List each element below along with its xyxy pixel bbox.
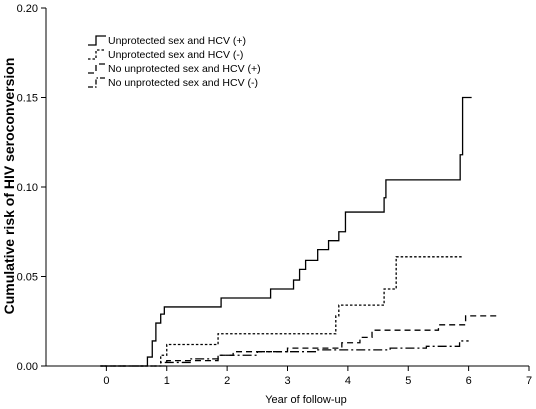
legend: Unprotected sex and HCV (+) Unprotected s… (88, 35, 261, 89)
x-tick-label: 6 (466, 375, 472, 387)
legend-swatch-1 (88, 35, 106, 46)
legend-swatch-4 (88, 77, 106, 88)
x-tick-label: 2 (224, 375, 230, 387)
legend-swatch-3 (88, 63, 106, 74)
x-tick-label: 5 (405, 375, 411, 387)
x-tick-label: 4 (345, 375, 351, 387)
chart-axes (45, 8, 529, 367)
x-tick-label: 3 (284, 375, 290, 387)
x-tick-label: 1 (164, 375, 170, 387)
x-axis-ticks: 0 1 2 3 4 5 6 7 (103, 366, 532, 387)
legend-label-3: No unprotected sex and HCV (+) (108, 63, 261, 75)
y-tick-label: 0.00 (17, 361, 38, 373)
legend-swatch-2 (88, 49, 106, 60)
series-line-2 (100, 256, 463, 367)
legend-label-1: Unprotected sex and HCV (+) (108, 35, 246, 47)
x-axis-title: Year of follow-up (265, 394, 347, 406)
y-tick-label: 0.05 (17, 272, 38, 284)
legend-label-2: Unprotected sex and HCV (-) (108, 49, 243, 61)
legend-label-4: No unprotected sex and HCV (-) (108, 77, 258, 89)
series-line-1 (100, 96, 472, 367)
x-tick-label: 0 (103, 375, 109, 387)
series-line-4 (100, 340, 469, 367)
x-tick-label: 7 (526, 375, 532, 387)
y-axis-title: Cumulative risk of HIV seroconversion (1, 58, 17, 315)
y-tick-label: 0.10 (17, 182, 38, 194)
series-layer (100, 96, 499, 367)
y-axis-ticks: 0.00 0.05 0.10 0.15 0.20 (17, 3, 46, 373)
y-tick-label: 0.15 (17, 93, 38, 105)
y-tick-label: 0.20 (17, 3, 38, 15)
series-line-3 (100, 315, 499, 367)
